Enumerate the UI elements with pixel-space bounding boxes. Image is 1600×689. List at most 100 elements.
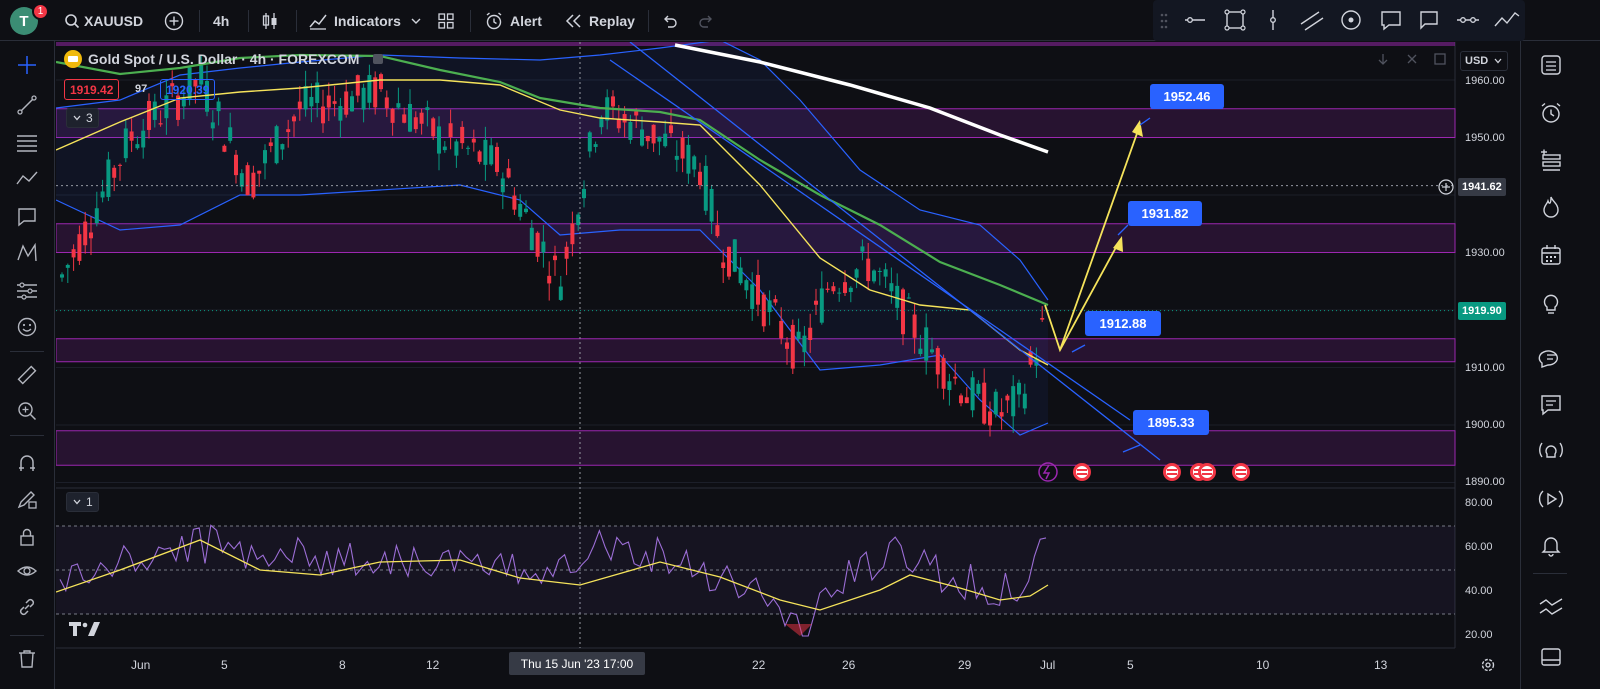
add-alert-icon[interactable] (1437, 178, 1455, 196)
streams-button[interactable] (1535, 591, 1567, 623)
redo-button[interactable] (698, 0, 716, 41)
close-icon[interactable] (1405, 52, 1419, 66)
candle-body (344, 91, 349, 115)
drag-handle-icon[interactable] (1159, 12, 1169, 30)
hide-all-tool[interactable] (11, 555, 43, 587)
replay-button[interactable]: Replay (564, 0, 635, 41)
panel-toggle-button[interactable] (1535, 641, 1567, 673)
support-label[interactable]: 1895.33 (1133, 410, 1209, 435)
flag-stripe (1202, 473, 1212, 475)
candle-body (65, 264, 70, 268)
candle-body (645, 135, 650, 142)
undo-button[interactable] (660, 0, 678, 41)
buy-price-button[interactable]: 1920.39 (160, 79, 216, 100)
vertical-line-icon[interactable] (1263, 8, 1283, 32)
pivot-label[interactable]: 1912.88 (1085, 311, 1161, 336)
candle-body (477, 151, 482, 162)
fib-tool[interactable] (11, 127, 43, 159)
xabcd-tool[interactable] (11, 237, 43, 269)
pattern-tool[interactable] (11, 163, 43, 195)
candle-body (947, 381, 952, 391)
symbol-title[interactable]: Gold Spot / U.S. Dollar · 4h · FOREXCOM (88, 51, 360, 67)
candle-body (895, 285, 900, 308)
compare-button[interactable] (164, 0, 184, 41)
candle-body (239, 173, 244, 187)
candle-body (640, 129, 644, 146)
layouts-button[interactable] (436, 0, 456, 41)
channel-line-upper (629, 42, 1161, 461)
maximize-icon[interactable] (1433, 52, 1447, 66)
candle-body (941, 358, 946, 389)
crosshair-price-label: 1941.62 (1458, 178, 1506, 196)
circle-icon[interactable] (1339, 8, 1363, 32)
notes-button[interactable] (1535, 389, 1567, 421)
arrow-down-icon[interactable] (1376, 52, 1390, 66)
chart-type-button[interactable] (260, 0, 280, 41)
fib-icon (17, 135, 37, 152)
chevron-down-icon (411, 18, 421, 24)
trend-angle-icon[interactable] (1455, 10, 1481, 30)
collapse-indicators-button[interactable]: 3 (66, 108, 99, 128)
ruler-tool[interactable] (11, 359, 43, 391)
replay-panel-button[interactable] (1535, 483, 1567, 515)
symbol-search[interactable]: XAUUSD (64, 0, 143, 41)
settings-gear-icon[interactable] (1480, 657, 1496, 673)
crosshair-tool[interactable] (11, 49, 43, 81)
candle-body (657, 136, 662, 142)
alert-button[interactable]: Alert (484, 0, 542, 41)
parallel-channel-icon[interactable] (1299, 8, 1325, 32)
indicators-dropdown[interactable] (410, 0, 422, 41)
candle-body (611, 96, 615, 107)
signals-button[interactable] (1535, 435, 1567, 467)
sync-drawings-tool[interactable] (11, 591, 43, 623)
remove-drawings-tool[interactable] (11, 643, 43, 675)
emoji-tool[interactable] (11, 311, 43, 343)
watchlist-button[interactable] (1535, 49, 1567, 81)
target-label-2[interactable]: 1931.82 (1128, 201, 1202, 226)
chats-button[interactable] (1535, 341, 1567, 373)
data-window-button[interactable] (1535, 145, 1567, 177)
ideas-button[interactable] (1535, 287, 1567, 319)
notifications-button[interactable] (1535, 529, 1567, 561)
magnet-tool[interactable] (11, 447, 43, 479)
hotlists-button[interactable] (1535, 191, 1567, 223)
watchlist-icon (1541, 55, 1561, 75)
candle-body (930, 349, 934, 353)
candle-body (727, 246, 731, 277)
horizontal-ray-icon[interactable] (1183, 10, 1207, 30)
rectangle-icon[interactable] (1223, 8, 1247, 32)
interval-button[interactable]: 4h (213, 12, 230, 29)
callout-icon[interactable] (1379, 8, 1403, 32)
trend-line-tool[interactable] (11, 89, 43, 121)
candle-body (454, 141, 459, 156)
price-tick: 1960.00 (1465, 75, 1505, 87)
price-chart[interactable] (56, 42, 1520, 689)
candle-body (251, 172, 256, 198)
target-label-1[interactable]: 1952.46 (1150, 84, 1224, 109)
measure-settings-tool[interactable] (11, 275, 43, 307)
indicators-button[interactable]: Indicators (308, 0, 401, 41)
zoom-in-icon (18, 402, 37, 421)
rsi-tick: 20.00 (1465, 629, 1493, 641)
comment-icon[interactable] (1417, 8, 1441, 32)
candle-body (71, 249, 76, 258)
lock-all-tool[interactable] (11, 521, 43, 553)
candle-body (808, 327, 813, 340)
text-tool[interactable] (11, 201, 43, 233)
calendar-button[interactable] (1535, 239, 1567, 271)
time-tick: 26 (842, 658, 856, 672)
alerts-button[interactable] (1535, 97, 1567, 129)
legend-menu-icon[interactable] (373, 54, 384, 64)
candle-body (425, 107, 430, 111)
candle-body (953, 376, 958, 379)
currency-selector[interactable]: USD (1460, 51, 1509, 71)
lock-drawing-tool[interactable] (11, 483, 43, 515)
collapse-rsi-button[interactable]: 1 (66, 492, 99, 512)
arrow-head (1113, 236, 1123, 252)
candle-body (77, 234, 82, 261)
zoom-in-tool[interactable] (11, 395, 43, 427)
sell-price-button[interactable]: 1919.42 (64, 79, 120, 100)
candle-body (773, 299, 778, 303)
candle-body (738, 267, 743, 284)
path-icon[interactable] (1493, 8, 1521, 32)
